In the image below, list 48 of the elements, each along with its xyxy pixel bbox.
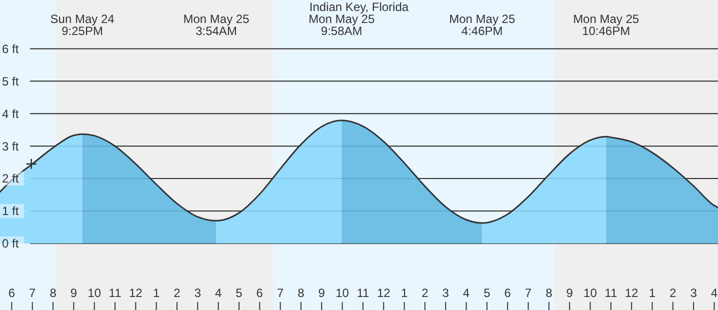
- x-tick-label: 4: [214, 286, 222, 300]
- x-tick-label: 8: [546, 286, 553, 300]
- y-tick-label: 1 ft: [2, 204, 20, 218]
- x-tick-label: 12: [376, 286, 391, 300]
- y-tick-label: 6 ft: [2, 42, 20, 56]
- x-tick-label: 12: [624, 286, 639, 300]
- x-tick-label: 10: [336, 286, 350, 300]
- x-tick-label: 2: [670, 286, 677, 300]
- x-tick-label: 6: [504, 286, 512, 300]
- x-tick-label: 7: [29, 286, 36, 300]
- x-tick-label: 6: [256, 286, 264, 300]
- x-tick-label: 12: [129, 286, 143, 300]
- annotation: Mon May 25 9:58AM: [308, 12, 375, 38]
- x-tick-label: 9: [318, 286, 326, 300]
- x-tick-label: 4: [710, 286, 718, 300]
- y-tick-label: 3 ft: [2, 139, 20, 154]
- x-tick-label: 9: [70, 286, 78, 300]
- x-tick-label: 5: [484, 286, 491, 300]
- x-tick-label: 6: [8, 286, 16, 300]
- x-tick-label: 3: [690, 286, 698, 300]
- x-tick-label: 7: [276, 286, 284, 300]
- y-tick-label: 2 ft: [2, 172, 20, 186]
- x-tick-label: 1: [400, 286, 408, 300]
- annotation: Mon May 25 3:54AM: [183, 12, 250, 38]
- x-tick-label: 2: [174, 286, 181, 300]
- y-tick-label: 5 ft: [2, 74, 20, 88]
- x-tick-label: 11: [108, 286, 122, 300]
- x-tick-label: 3: [194, 286, 202, 300]
- x-tick-label: 4: [462, 286, 470, 300]
- annotation: Mon May 25 4:46PM: [449, 12, 516, 38]
- x-tick-label: 1: [153, 286, 160, 300]
- x-tick-label: 1: [648, 286, 656, 300]
- x-tick-label: 7: [524, 286, 532, 300]
- x-tick-label: 5: [236, 286, 243, 300]
- x-tick-label: 8: [50, 286, 57, 300]
- annotation: Mon May 25 10:46PM: [573, 12, 640, 38]
- y-tick-label: 4 ft: [2, 106, 20, 121]
- x-tick-label: 9: [566, 286, 574, 300]
- x-tick-label: 10: [88, 286, 102, 300]
- x-tick-label: 11: [604, 286, 618, 300]
- annotation: Sun May 24 9:25PM: [50, 12, 115, 38]
- y-tick-label: 0 ft: [2, 236, 20, 251]
- x-tick-label: 11: [356, 286, 370, 300]
- x-tick-label: 10: [584, 286, 598, 300]
- chart-title: Indian Key, Florida: [309, 0, 409, 14]
- x-tick-label: 8: [298, 286, 305, 300]
- x-tick-label: 2: [422, 286, 429, 300]
- x-tick-label: 3: [442, 286, 450, 300]
